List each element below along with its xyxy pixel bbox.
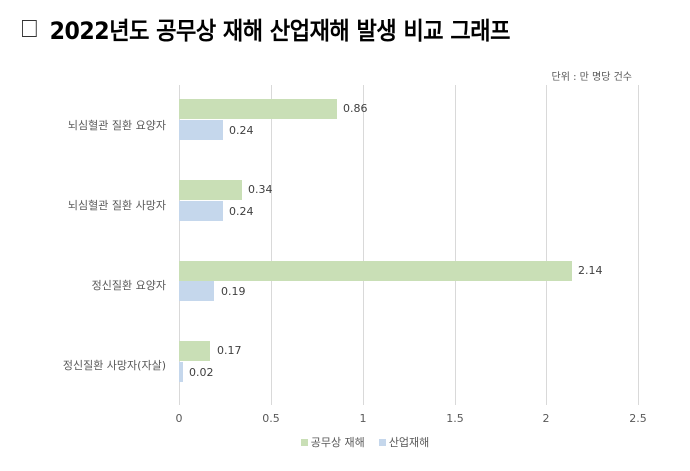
bar-industrial	[179, 281, 214, 301]
x-tick: 0.5	[262, 412, 280, 425]
bar-industrial	[179, 201, 223, 221]
gridline	[179, 85, 180, 405]
legend-item-industrial: 산업재해	[378, 434, 430, 450]
category-label: 뇌심혈관 질환 사망자	[67, 199, 166, 212]
category-label: 정신질환 사망자(자살)	[62, 359, 166, 372]
data-label: 0.02	[189, 366, 214, 379]
category-label: 뇌심혈관 질환 요양자	[67, 119, 166, 132]
data-label: 0.24	[229, 124, 254, 137]
bar-public-service	[179, 180, 242, 200]
gridline	[455, 85, 456, 405]
legend-item-public-service: 공무상 재해	[300, 434, 365, 450]
category-label: 정신질환 요양자	[91, 279, 166, 292]
data-label: 0.17	[217, 344, 242, 357]
bar-industrial	[179, 362, 183, 382]
x-tick: 0	[175, 412, 183, 425]
data-label: 0.86	[343, 102, 368, 115]
bar-public-service	[179, 99, 337, 119]
gridline	[638, 85, 639, 405]
legend-swatch-icon	[300, 438, 308, 446]
data-label: 0.19	[221, 285, 246, 298]
x-tick: 1.5	[446, 412, 464, 425]
gridline	[271, 85, 272, 405]
checkbox-square-icon	[22, 19, 37, 37]
plot-area: 0.86 0.24 0.34 0.24 2.14 0.19 0.17 0.02	[179, 85, 639, 405]
bar-public-service	[179, 261, 572, 281]
data-label: 0.34	[248, 183, 273, 196]
legend: 공무상 재해 산업재해	[0, 434, 690, 450]
chart-title: 2022년도 공무상 재해 산업재해 발생 비교 그래프	[22, 12, 511, 45]
data-label: 2.14	[578, 264, 603, 277]
chart-title-text: 2022년도 공무상 재해 산업재해 발생 비교 그래프	[49, 16, 511, 45]
bar-public-service	[179, 341, 210, 361]
legend-label: 산업재해	[388, 436, 430, 449]
gridline	[546, 85, 547, 405]
bar-industrial	[179, 120, 223, 140]
data-label: 0.24	[229, 205, 254, 218]
unit-label: 단위 : 만 명당 건수	[551, 72, 632, 83]
gridline	[363, 85, 364, 405]
legend-label: 공무상 재해	[310, 436, 365, 449]
x-tick: 2.5	[629, 412, 647, 425]
legend-swatch-icon	[378, 438, 386, 446]
x-tick: 1	[359, 412, 367, 425]
x-tick: 2	[542, 412, 550, 425]
